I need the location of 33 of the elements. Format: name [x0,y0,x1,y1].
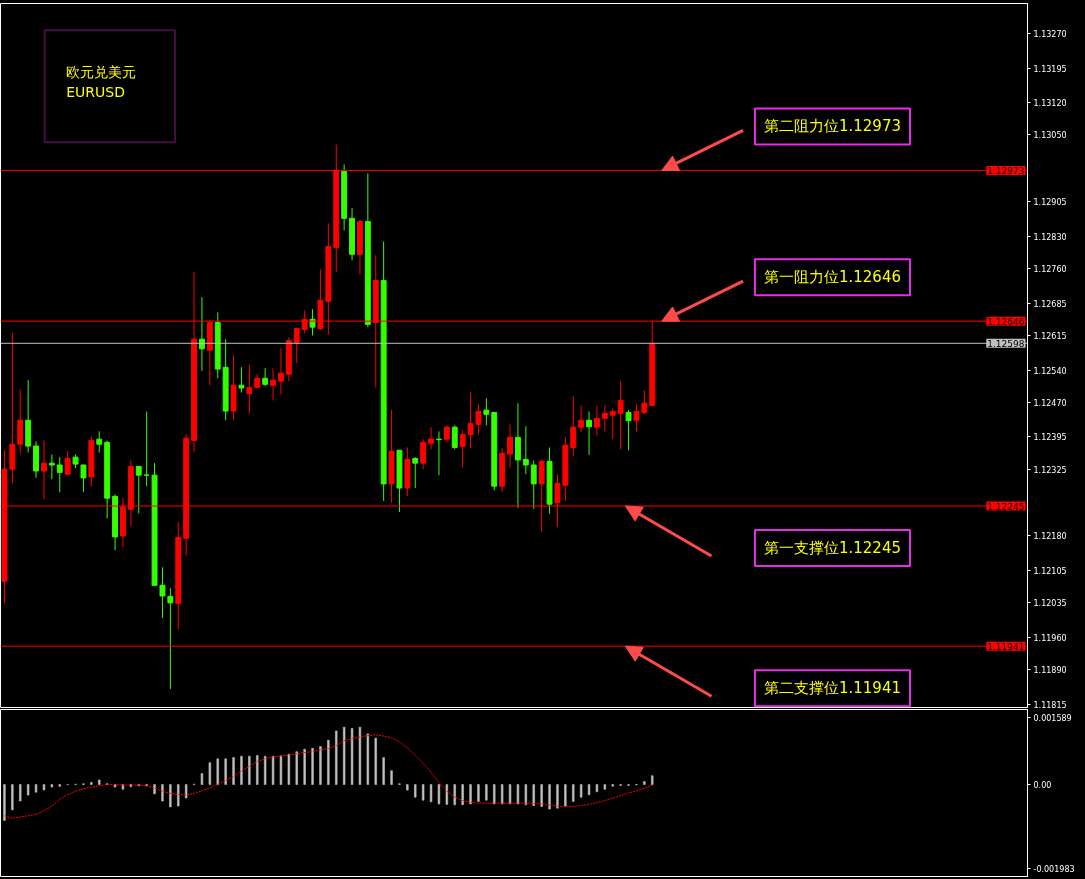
y-tick-label: 0.00 [1033,781,1052,791]
ref-line-label: 1.11941 [987,641,1025,652]
ref-line-label: 1.12646 [987,316,1025,327]
ref-line-label: 1.12598 [987,338,1025,349]
y-tick-label: -0.001983 [1033,864,1075,874]
y-tick-label: 1.12830 [1033,232,1067,242]
annotation: 第二阻力位1.12973 [763,117,901,136]
annotation: 第一阻力位1.12646 [763,268,901,287]
y-tick-label: 1.11815 [1033,700,1067,710]
y-tick-label: 1.11890 [1033,666,1067,676]
y-tick-label: 1.13270 [1033,29,1067,39]
y-tick-label: 1.12470 [1033,398,1067,408]
ref-line-label: 1.12973 [987,165,1025,176]
y-tick-label: 1.12395 [1033,433,1067,443]
y-tick-label: 1.12035 [1033,599,1067,609]
y-tick-label: 1.12685 [1033,299,1067,309]
y-tick-label: 1.12105 [1033,567,1067,577]
y-tick-label: 1.12540 [1033,366,1067,376]
y-tick-label: 1.12180 [1033,532,1067,542]
y-tick-label: 1.12760 [1033,265,1067,275]
y-tick-label: 1.12615 [1033,331,1067,341]
y-tick-label: 1.13195 [1033,64,1067,74]
y-tick-label: 1.13050 [1033,131,1067,141]
text: 欧元兑美元 [66,64,137,81]
y-tick-label: 1.12905 [1033,198,1067,208]
annotation: 第二支撑位1.11941 [763,679,901,698]
text: EURUSD [66,84,125,101]
y-tick-label: 1.11960 [1033,633,1067,643]
annotation: 第一支撑位1.12245 [763,539,901,558]
y-tick-label: 0.001589 [1033,714,1072,724]
y-tick-label: 1.13120 [1033,99,1067,109]
ref-line-label: 1.12245 [987,501,1025,512]
y-tick-label: 1.12325 [1033,465,1067,475]
